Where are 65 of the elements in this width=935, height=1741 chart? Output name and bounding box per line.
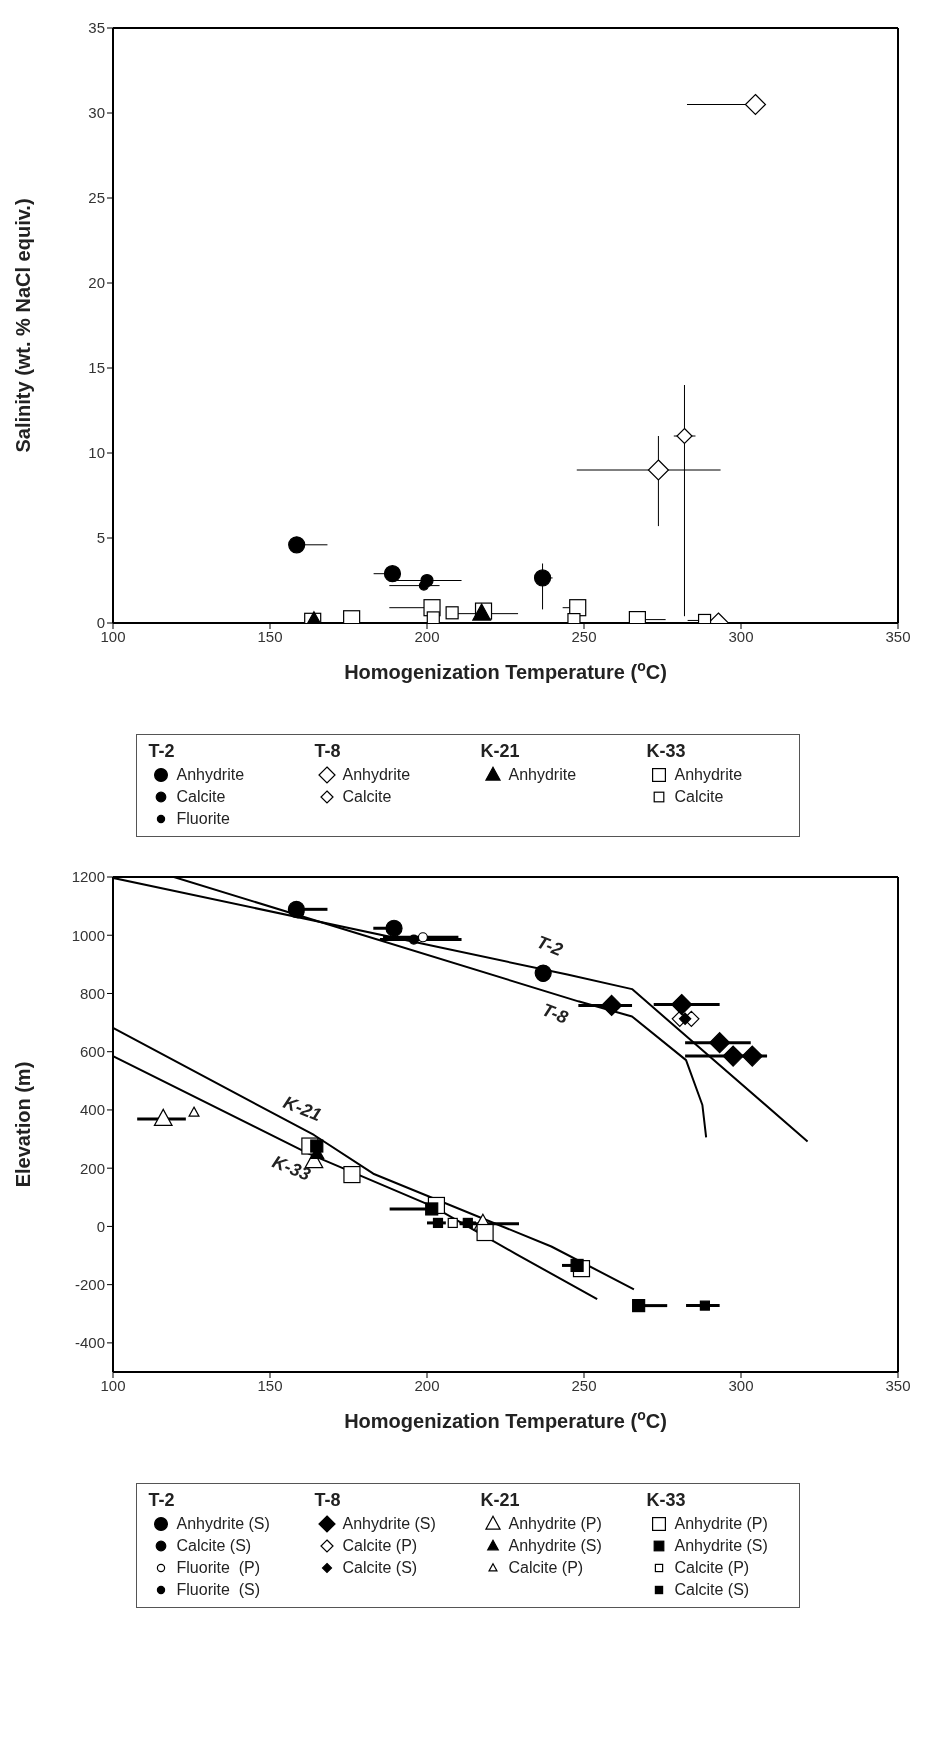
legend-label: Calcite	[674, 788, 724, 806]
legend-label: Anhydrite	[674, 766, 743, 784]
x-tick-label: 150	[257, 1376, 283, 1394]
x-tick-label: 150	[257, 627, 283, 645]
x-tick-label: 350	[885, 627, 911, 645]
x-tick-label: 200	[414, 1376, 440, 1394]
x-tick-label: 250	[571, 627, 597, 645]
y-tick-label: -400	[74, 1334, 105, 1352]
y-axis-title: Elevation (m)	[12, 1061, 35, 1188]
x-tick-label: 100	[100, 1376, 126, 1394]
x-axis-title: Homogenization Temperature ($^{o}$C)	[344, 1407, 667, 1432]
y-tick-label: 35	[88, 19, 105, 37]
y-tick-label: 0	[96, 1217, 105, 1235]
y-tick-label: 25	[88, 189, 105, 207]
text: T-8	[314, 1490, 342, 1511]
legend-label: Anhydrite (S)	[508, 1537, 602, 1555]
legend-label: Anhydrite	[176, 766, 245, 784]
legend-label: Anhydrite (P)	[508, 1515, 602, 1533]
legend-label: Calcite (P)	[508, 1559, 584, 1577]
legend-label: Anhydrite (P)	[674, 1515, 768, 1533]
y-tick-label: 15	[88, 359, 105, 377]
text: T-2	[148, 1490, 176, 1511]
legend-label: Calcite (S)	[176, 1537, 252, 1555]
x-tick-label: 350	[885, 1376, 911, 1394]
y-tick-label: 1200	[71, 868, 105, 886]
legend-label: Fluorite (S)	[176, 1581, 261, 1599]
x-axis-title: Homogenization Temperature ($^{o}$C)	[344, 658, 667, 683]
y-tick-label: 5	[96, 529, 105, 547]
text: T-2	[534, 931, 566, 961]
legend-label: Calcite	[176, 788, 226, 806]
y-tick-label: 20	[88, 274, 105, 292]
y-tick-label: 600	[79, 1043, 105, 1061]
legend-label: Fluorite (P)	[176, 1559, 261, 1577]
y-tick-label: 400	[79, 1101, 105, 1119]
text: K-21	[280, 1092, 325, 1126]
x-tick-label: 250	[571, 1376, 597, 1394]
legend-label: Anhydrite (S)	[342, 1515, 436, 1533]
legend-label: Anhydrite (S)	[176, 1515, 270, 1533]
y-tick-label: -200	[74, 1275, 105, 1293]
y-axis-title: Salinity (wt. % NaCl equiv.)	[12, 198, 35, 453]
text: K-33	[646, 1490, 687, 1511]
text: K-33	[646, 741, 687, 762]
text: K-33	[269, 1151, 314, 1185]
y-tick-label: 1000	[71, 926, 105, 944]
legend-label: Fluorite	[176, 810, 230, 828]
text: K-21	[480, 741, 521, 762]
legend-label: Calcite (P)	[674, 1559, 750, 1577]
text: T-8	[314, 741, 342, 762]
legend-label: Calcite (P)	[342, 1537, 418, 1555]
y-tick-label: 800	[79, 984, 105, 1002]
legend-label: Calcite (S)	[342, 1559, 418, 1577]
x-tick-label: 300	[728, 627, 754, 645]
text: K-21	[480, 1490, 521, 1511]
legend-label: Anhydrite	[508, 766, 577, 784]
legend-label: Anhydrite	[342, 766, 411, 784]
legend-label: Anhydrite (S)	[674, 1537, 768, 1555]
y-tick-label: 30	[88, 104, 105, 122]
y-tick-label: 200	[79, 1159, 105, 1177]
x-tick-label: 300	[728, 1376, 754, 1394]
legend-label: Calcite (S)	[674, 1581, 750, 1599]
y-tick-label: 10	[88, 444, 105, 462]
legend-label: Calcite	[342, 788, 392, 806]
text: T-2	[148, 741, 176, 762]
x-tick-label: 200	[414, 627, 440, 645]
text: T-8	[539, 999, 571, 1028]
